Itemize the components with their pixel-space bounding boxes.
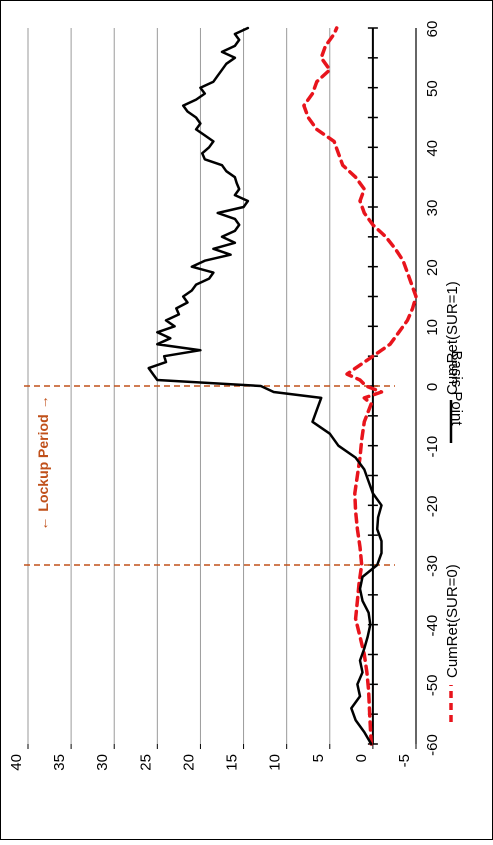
x-tick-label-group-3: -30 xyxy=(424,555,441,577)
y-tick-label-group-0: -5 xyxy=(396,754,413,767)
y-tick-label-group-6: 25 xyxy=(137,754,154,771)
x-tick-label-group-0: -60 xyxy=(424,734,441,756)
legend-item-sur1: CumRet(SUR=1) xyxy=(444,281,461,443)
y-tick-label: -5 xyxy=(396,754,413,767)
x-tick-label: 0 xyxy=(424,383,441,391)
x-tick-label: -50 xyxy=(424,674,441,696)
y-tick-label-group-5: 20 xyxy=(180,754,197,771)
series-line-sur0 xyxy=(302,26,418,746)
y-tick-label-group-8: 35 xyxy=(51,754,68,771)
legend: CumRet(SUR=0) CumRet(SUR=1) xyxy=(444,281,461,722)
x-tick-label-group-9: 30 xyxy=(424,200,441,217)
x-tick-label: 40 xyxy=(424,140,441,157)
lockup-label-text: Lockup Period xyxy=(35,414,51,511)
x-tick-label-group-2: -40 xyxy=(424,615,441,637)
x-tick-label-group-11: 50 xyxy=(424,80,441,97)
lockup-annotation: ← Lockup Period → xyxy=(24,385,395,566)
y-tick-label: 20 xyxy=(180,754,197,771)
x-tick-label: 20 xyxy=(424,259,441,276)
y-tick-label: 40 xyxy=(8,754,25,771)
y-tick-label-group-9: 40 xyxy=(8,754,25,771)
y-tick-label: 25 xyxy=(137,754,154,771)
y-tick-labels: -5 0 5 10 15 20 25 30 35 40 xyxy=(8,754,413,771)
x-tick-label-group-10: 40 xyxy=(424,140,441,157)
x-tick-label-group-6: 0 xyxy=(424,383,441,391)
y-tick-label: 15 xyxy=(224,754,241,771)
y-tick-label: 5 xyxy=(310,754,327,762)
x-tick-label-group-12: 60 xyxy=(424,21,441,38)
lockup-arrow-left: ← xyxy=(35,517,51,531)
y-tick-label-group-3: 10 xyxy=(267,754,284,771)
x-tick-label-group-7: 10 xyxy=(424,319,441,336)
x-tick-labels: -60 -50 -40 -30 -20 -10 0 10 20 30 40 50 60 xyxy=(424,21,441,756)
x-tick-label-group-4: -20 xyxy=(424,495,441,517)
x-tick-label: -10 xyxy=(424,436,441,458)
legend-label-sur1: CumRet(SUR=1) xyxy=(444,281,461,395)
lockup-arrow-right: → xyxy=(35,395,51,409)
x-tick-label: -20 xyxy=(424,495,441,517)
legend-label-sur0: CumRet(SUR=0) xyxy=(444,564,461,678)
x-tick-label: -40 xyxy=(424,615,441,637)
y-tick-label-group-7: 30 xyxy=(94,754,111,771)
x-tick-label: 10 xyxy=(424,319,441,336)
x-tick-label: 50 xyxy=(424,80,441,97)
legend-item-sur0: CumRet(SUR=0) xyxy=(444,564,461,722)
x-tick-label: 60 xyxy=(424,21,441,38)
y-tick-label-group-2: 5 xyxy=(310,754,327,762)
y-tick-label: 0 xyxy=(353,754,370,762)
y-tick-label-group-4: 15 xyxy=(224,754,241,771)
y-tick-label-group-1: 0 xyxy=(353,754,370,762)
x-tick-label: -60 xyxy=(424,734,441,756)
y-tick-label: 10 xyxy=(267,754,284,771)
lockup-period-label: ← Lockup Period → xyxy=(35,395,51,530)
x-tick-label-group-1: -50 xyxy=(424,674,441,696)
x-tick-label: -30 xyxy=(424,555,441,577)
x-tick-label: 30 xyxy=(424,200,441,217)
series-lines xyxy=(147,26,418,746)
x-tick-label-group-8: 20 xyxy=(424,259,441,276)
y-tick-label: 30 xyxy=(94,754,111,771)
series-line-sur1 xyxy=(147,26,383,746)
y-tick-label: 35 xyxy=(51,754,68,771)
x-tick-label-group-5: -10 xyxy=(424,436,441,458)
